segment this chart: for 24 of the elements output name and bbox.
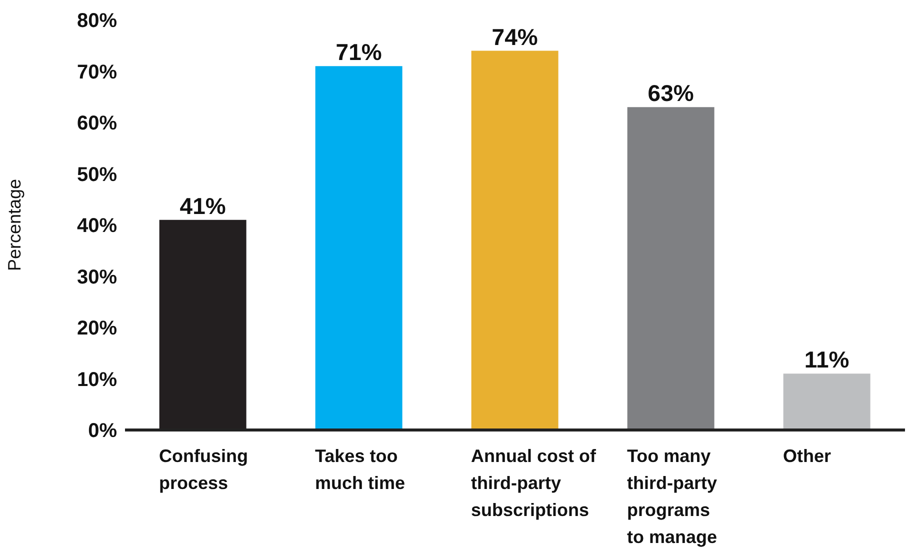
bar xyxy=(315,66,402,430)
x-tick-label: Confusing process xyxy=(159,446,248,493)
y-tick-label: 30% xyxy=(76,266,118,288)
bar xyxy=(471,50,558,430)
bar xyxy=(627,107,714,430)
y-axis-title: Percentage xyxy=(4,178,24,272)
data-label: 74% xyxy=(492,24,538,50)
x-tick-label: Other xyxy=(783,446,832,466)
bar xyxy=(783,374,870,430)
y-tick-label: 50% xyxy=(76,164,118,186)
data-label: 41% xyxy=(180,192,226,219)
y-tick-label: 0% xyxy=(88,420,118,442)
y-tick-label: 20% xyxy=(76,318,118,340)
y-tick-label: 80% xyxy=(76,10,118,32)
y-tick-label: 10% xyxy=(76,368,118,391)
y-tick-label: 70% xyxy=(76,61,118,84)
y-tick-label: 40% xyxy=(76,215,118,238)
data-label: 11% xyxy=(804,346,850,373)
data-label: 63% xyxy=(648,80,694,106)
x-tick-label: Too many third-party programs to manage xyxy=(627,446,718,547)
data-label: 71% xyxy=(336,39,382,66)
x-tick-label: Annual cost of third-party subscriptions xyxy=(471,446,598,520)
y-tick-label: 60% xyxy=(76,112,118,135)
x-tick-label: Takes too much time xyxy=(315,446,406,493)
